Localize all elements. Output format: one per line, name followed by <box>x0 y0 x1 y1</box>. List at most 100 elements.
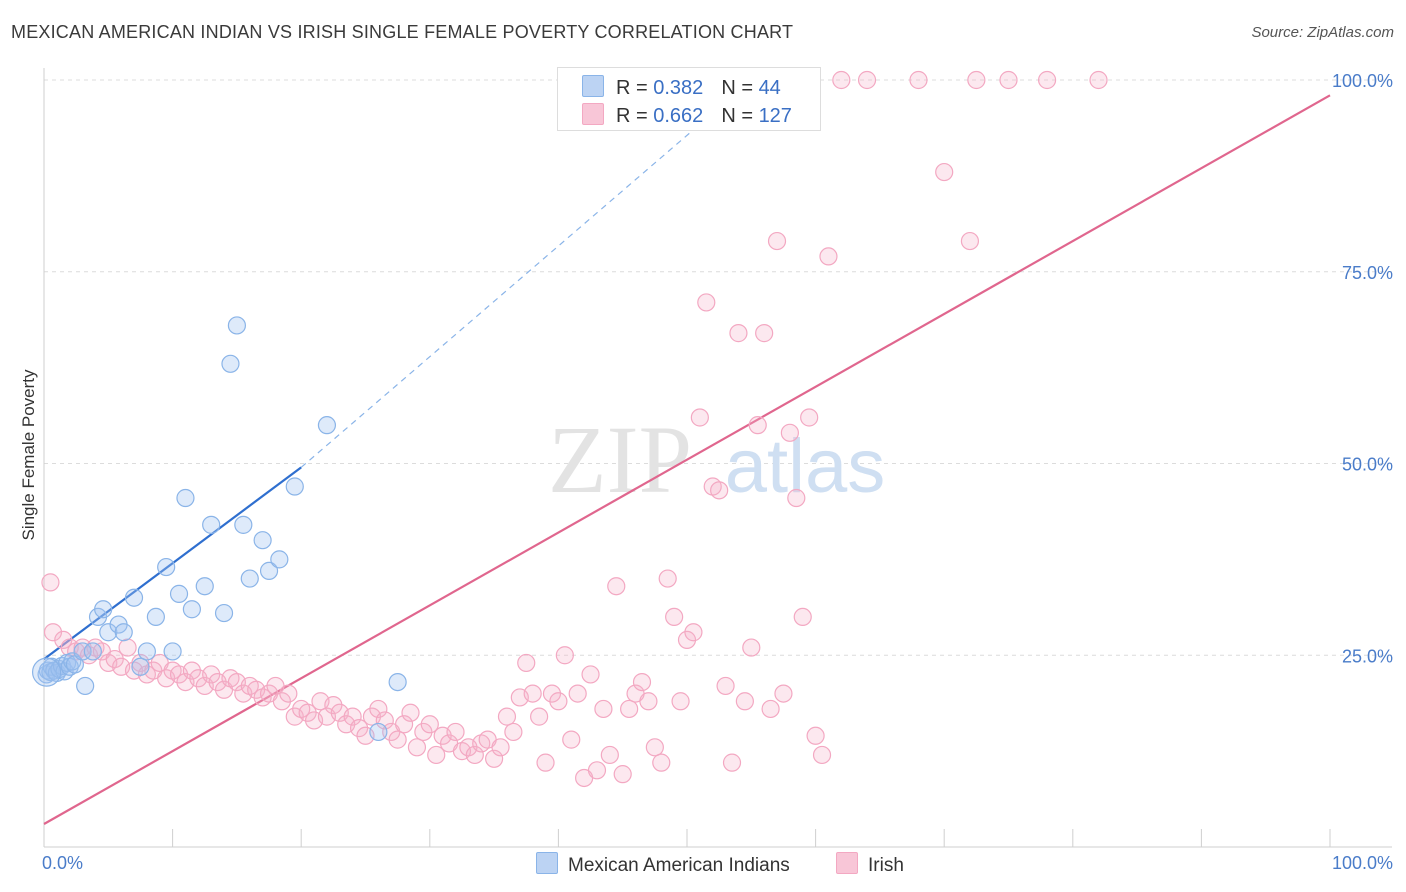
x-tick-label-0: 0.0% <box>42 853 83 873</box>
irish-point-0 <box>41 573 60 592</box>
trend-lines <box>43 79 1331 825</box>
irish-point-55 <box>394 715 414 734</box>
irish-point-47 <box>343 707 362 726</box>
mexican-point-39 <box>270 550 289 569</box>
data-points <box>31 70 1108 788</box>
irish-point-101 <box>690 408 709 427</box>
irish-point-81 <box>562 730 581 749</box>
irish-point-112 <box>761 699 780 719</box>
mexican-point-14 <box>76 676 95 696</box>
bottom-legend-mexican: Mexican American Indians <box>536 852 790 877</box>
mexican-point-37 <box>253 531 272 550</box>
irish-point-77 <box>536 753 555 772</box>
mexican-point-17 <box>94 600 113 619</box>
legend-n-label-1: N = <box>721 77 759 99</box>
irish-point-63 <box>446 722 465 742</box>
mexican-point-32 <box>214 603 234 623</box>
tick-labels: 25.0% 50.0% 75.0% 100.0% 0.0% 100.0% <box>42 71 1393 873</box>
mexican-point-34 <box>227 316 246 335</box>
mexican-point-18 <box>99 623 118 642</box>
legend-n-label-2: N = <box>721 105 759 127</box>
irish-point-1 <box>43 623 63 642</box>
trend-line-irish <box>43 94 1331 825</box>
mexican-point-29 <box>182 600 201 619</box>
mexican-point-41 <box>317 416 337 435</box>
irish-point-12 <box>118 638 137 657</box>
trend-line-mexican <box>43 466 302 660</box>
irish-point-116 <box>787 488 806 508</box>
irish-point-126 <box>960 231 980 251</box>
irish-point-72 <box>504 722 523 742</box>
irish-point-105 <box>716 676 735 696</box>
mexican-point-43 <box>388 672 407 692</box>
mexican-point-36 <box>240 569 259 588</box>
legend-r-value-1: 0.382 <box>653 77 704 99</box>
irish-point-85 <box>587 761 607 780</box>
irish-point-130 <box>1089 70 1108 90</box>
y-tick-label-2: 75.0% <box>1342 263 1393 283</box>
irish-point-117 <box>793 607 812 627</box>
irish-point-96 <box>658 569 677 588</box>
legend-row-irish: R = 0.662 N = 127 <box>582 103 792 127</box>
mexican-point-24 <box>146 607 165 627</box>
irish-point-79 <box>549 692 568 711</box>
legend-n-value-1: 44 <box>758 77 781 99</box>
mexican-point-26 <box>163 642 182 661</box>
bottom-legend-label-irish: Irish <box>868 855 904 876</box>
irish-point-125 <box>935 162 954 182</box>
irish-point-71 <box>497 707 517 726</box>
legend-swatch-irish <box>582 103 604 125</box>
irish-point-94 <box>645 738 664 757</box>
mexican-point-21 <box>124 588 144 607</box>
irish-point-86 <box>594 699 613 719</box>
irish-point-70 <box>491 738 510 757</box>
irish-point-90 <box>620 699 639 719</box>
legend-r-value-2: 0.662 <box>653 105 704 127</box>
irish-point-75 <box>523 684 542 703</box>
grid <box>44 79 1392 656</box>
irish-point-106 <box>722 753 742 772</box>
mexican-point-27 <box>169 584 189 603</box>
irish-point-123 <box>857 70 877 90</box>
y-tick-label-3: 100.0% <box>1332 71 1393 91</box>
irish-point-121 <box>819 247 838 266</box>
legend-r-label-2: R = <box>616 105 654 127</box>
bottom-legend-swatch-irish <box>836 852 858 874</box>
irish-point-92 <box>632 672 652 692</box>
legend-row-mexican: R = 0.382 N = 44 <box>582 75 781 99</box>
mexican-point-38 <box>259 561 279 580</box>
irish-point-108 <box>735 692 754 711</box>
irish-point-118 <box>800 408 819 427</box>
source-label: Source: ZipAtlas.com <box>1251 24 1394 41</box>
irish-point-124 <box>909 70 928 90</box>
mexican-point-31 <box>202 515 221 534</box>
irish-point-60 <box>427 745 446 765</box>
irish-point-113 <box>767 231 787 251</box>
irish-point-52 <box>375 711 394 730</box>
irish-point-95 <box>652 753 671 772</box>
irish-point-119 <box>806 726 825 745</box>
irish-point-104 <box>710 481 729 500</box>
legend-n-value-2: 127 <box>758 105 792 127</box>
watermark-zip: ZIP <box>548 406 692 513</box>
axes <box>43 68 1392 848</box>
y-axis-label: Single Female Poverty <box>19 369 38 541</box>
irish-point-114 <box>774 684 793 703</box>
irish-point-80 <box>555 646 574 665</box>
irish-point-51 <box>369 699 388 719</box>
mexican-point-23 <box>137 642 156 661</box>
chart-title: MEXICAN AMERICAN INDIAN VS IRISH SINGLE … <box>11 22 794 42</box>
irish-point-87 <box>600 745 619 765</box>
mexican-point-30 <box>195 577 214 596</box>
irish-point-98 <box>671 692 690 711</box>
mexican-point-13 <box>73 642 92 661</box>
irish-point-100 <box>684 623 703 642</box>
mexican-point-42 <box>369 722 388 742</box>
irish-point-128 <box>999 70 1018 90</box>
irish-point-59 <box>420 715 439 734</box>
irish-point-120 <box>812 745 832 765</box>
mexican-point-33 <box>221 354 240 373</box>
irish-point-111 <box>755 324 774 343</box>
irish-point-107 <box>729 324 748 343</box>
